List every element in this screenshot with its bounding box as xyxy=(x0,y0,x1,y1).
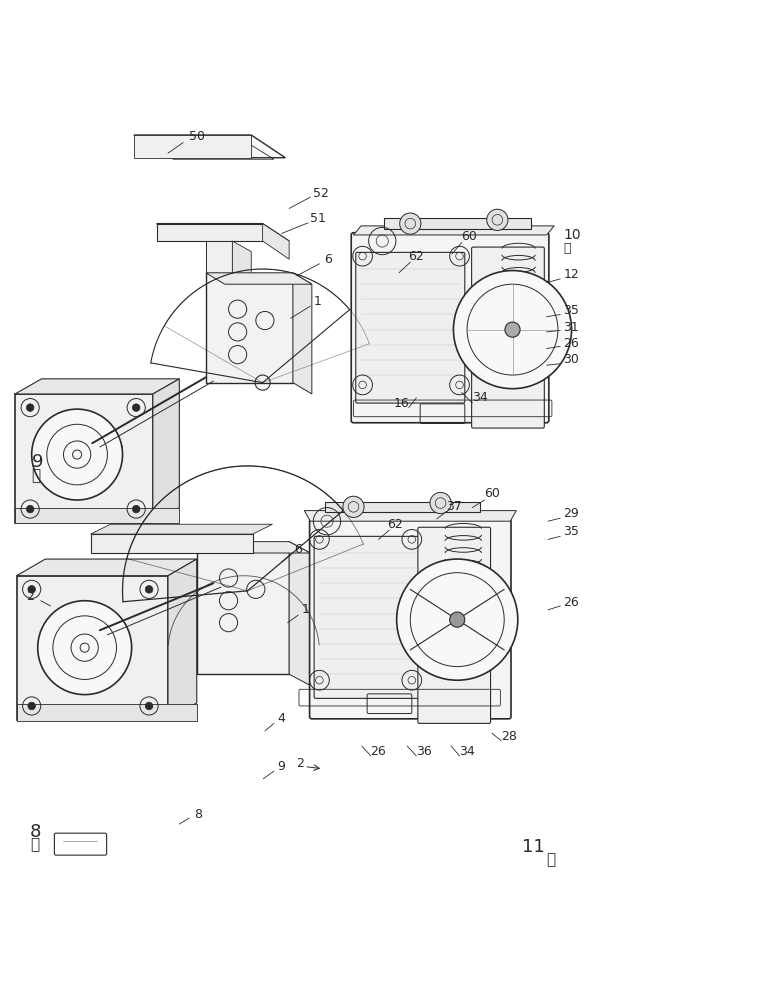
Text: 6: 6 xyxy=(325,253,332,266)
Text: 1: 1 xyxy=(314,295,321,308)
Text: 26: 26 xyxy=(563,337,579,350)
Polygon shape xyxy=(17,576,168,720)
Circle shape xyxy=(132,505,140,513)
Polygon shape xyxy=(90,524,273,534)
Polygon shape xyxy=(90,534,253,553)
Text: 12: 12 xyxy=(563,268,579,281)
Text: 8: 8 xyxy=(30,823,42,841)
Text: 10: 10 xyxy=(563,228,581,242)
FancyBboxPatch shape xyxy=(351,233,549,423)
Text: 62: 62 xyxy=(388,518,403,531)
Polygon shape xyxy=(384,218,531,229)
FancyBboxPatch shape xyxy=(309,519,511,719)
Text: 9: 9 xyxy=(277,760,286,773)
Text: 50: 50 xyxy=(188,130,204,143)
Text: 9: 9 xyxy=(32,453,43,471)
Circle shape xyxy=(27,505,34,513)
Circle shape xyxy=(454,271,572,389)
Polygon shape xyxy=(157,224,263,241)
Circle shape xyxy=(430,492,451,514)
Text: 2: 2 xyxy=(27,590,34,603)
Text: 図: 図 xyxy=(546,852,556,867)
Text: 26: 26 xyxy=(371,745,386,758)
Polygon shape xyxy=(206,241,233,273)
FancyBboxPatch shape xyxy=(472,247,544,428)
Polygon shape xyxy=(168,559,197,720)
Polygon shape xyxy=(353,226,554,235)
Circle shape xyxy=(450,612,465,627)
Text: 1: 1 xyxy=(302,603,310,616)
Circle shape xyxy=(145,702,153,710)
Text: 35: 35 xyxy=(563,525,579,538)
Text: 37: 37 xyxy=(446,500,462,513)
Text: 図: 図 xyxy=(563,242,571,255)
Text: 60: 60 xyxy=(461,230,477,243)
Polygon shape xyxy=(157,224,289,241)
Polygon shape xyxy=(15,379,179,394)
Text: 31: 31 xyxy=(563,321,579,334)
Circle shape xyxy=(28,586,36,593)
Circle shape xyxy=(38,601,131,695)
Polygon shape xyxy=(304,511,516,521)
Text: 52: 52 xyxy=(313,187,329,200)
Circle shape xyxy=(400,213,421,234)
Polygon shape xyxy=(233,241,252,283)
Circle shape xyxy=(132,404,140,411)
Text: 2: 2 xyxy=(296,757,304,770)
Text: 36: 36 xyxy=(416,745,432,758)
FancyBboxPatch shape xyxy=(314,536,423,698)
Polygon shape xyxy=(15,508,179,523)
Text: 51: 51 xyxy=(310,212,326,225)
Text: 30: 30 xyxy=(563,353,579,366)
Text: 8: 8 xyxy=(195,808,202,821)
Text: 28: 28 xyxy=(501,730,517,743)
Text: 62: 62 xyxy=(408,250,424,263)
FancyBboxPatch shape xyxy=(418,527,490,723)
Polygon shape xyxy=(263,224,289,259)
Polygon shape xyxy=(293,273,312,394)
FancyBboxPatch shape xyxy=(356,252,465,403)
Circle shape xyxy=(145,586,153,593)
Polygon shape xyxy=(153,379,179,523)
Polygon shape xyxy=(206,273,312,284)
Text: 16: 16 xyxy=(394,397,409,410)
Circle shape xyxy=(27,404,34,411)
Polygon shape xyxy=(134,135,252,158)
Polygon shape xyxy=(289,542,310,686)
Text: 26: 26 xyxy=(563,596,579,609)
Text: 34: 34 xyxy=(459,745,475,758)
Polygon shape xyxy=(197,542,289,674)
Polygon shape xyxy=(15,394,153,523)
Circle shape xyxy=(486,209,508,230)
Polygon shape xyxy=(134,135,285,158)
Text: 11: 11 xyxy=(522,838,545,856)
Text: 図: 図 xyxy=(30,837,40,852)
Polygon shape xyxy=(325,502,480,512)
Text: 60: 60 xyxy=(484,487,500,500)
Circle shape xyxy=(343,496,364,517)
Text: 29: 29 xyxy=(563,507,579,520)
Polygon shape xyxy=(17,559,197,576)
Circle shape xyxy=(32,409,122,500)
Text: 4: 4 xyxy=(277,712,286,725)
Polygon shape xyxy=(17,704,197,721)
Polygon shape xyxy=(197,542,310,553)
Circle shape xyxy=(505,322,520,337)
Text: 6: 6 xyxy=(294,543,302,556)
Circle shape xyxy=(397,559,518,680)
Text: 34: 34 xyxy=(472,391,488,404)
Text: 35: 35 xyxy=(563,304,579,317)
Polygon shape xyxy=(206,273,293,383)
Circle shape xyxy=(28,702,36,710)
Text: 図: 図 xyxy=(32,468,41,483)
